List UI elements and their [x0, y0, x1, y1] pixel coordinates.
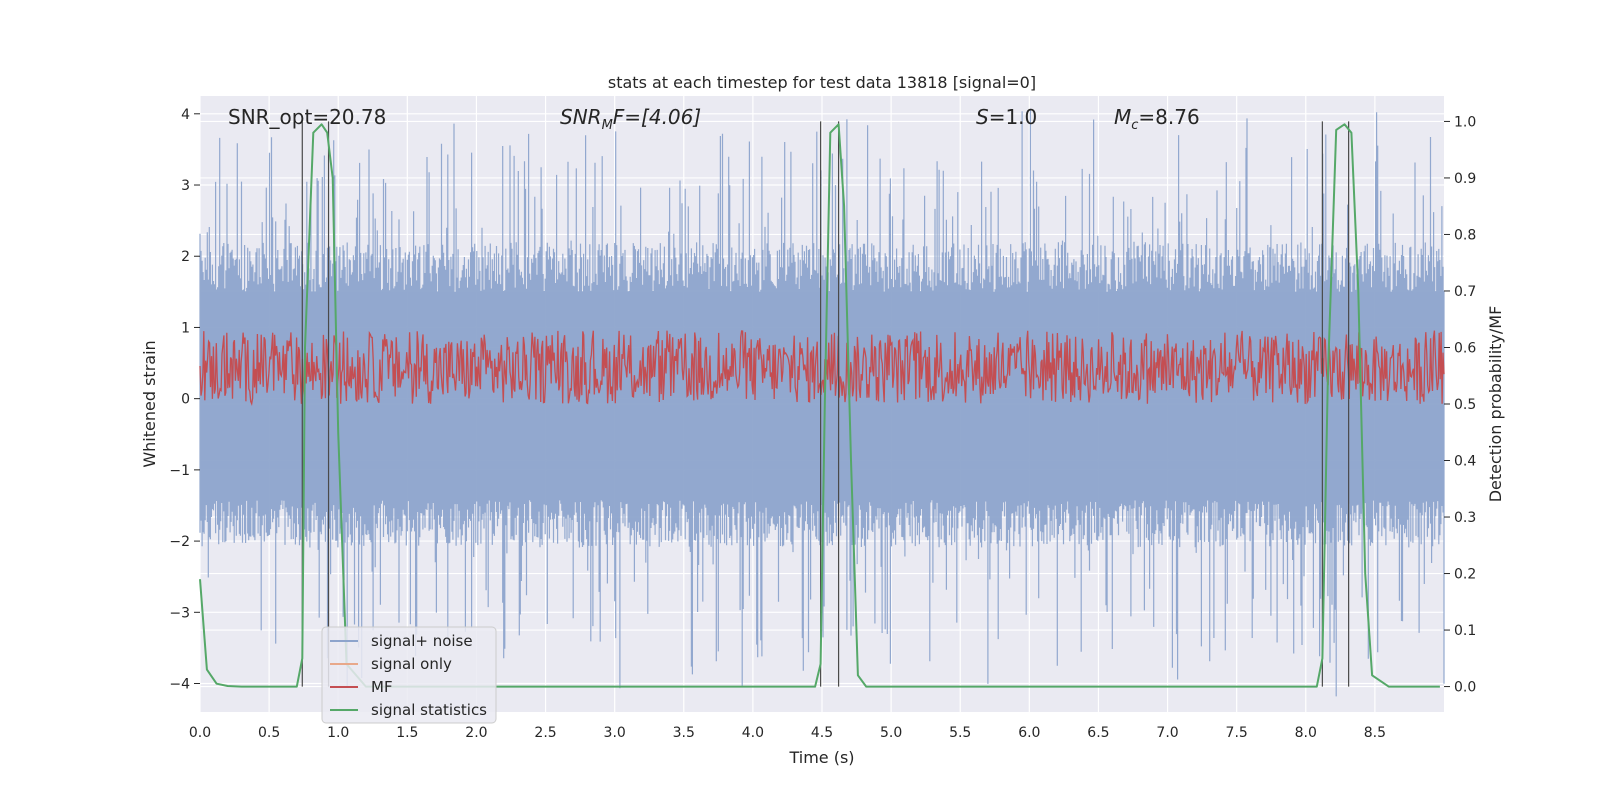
- x-tick-label: 0.5: [258, 725, 280, 741]
- x-axis-label: Time (s): [788, 748, 854, 767]
- x-tick-label: 6.0: [1018, 725, 1040, 741]
- y2-tick-label: 0.1: [1454, 623, 1476, 639]
- y2-tick-label: 0.8: [1454, 227, 1476, 243]
- y-tick-label: −3: [169, 605, 190, 621]
- y-tick-label: −2: [169, 534, 190, 550]
- y-axis-ticks: 4 3 2 1 0 −1 −2 −3 −4: [169, 107, 200, 693]
- y2-tick-label: 0.6: [1454, 340, 1476, 356]
- x-tick-label: 0.0: [189, 725, 211, 741]
- y-tick-label: −4: [169, 677, 190, 693]
- x-tick-label: 7.5: [1226, 725, 1248, 741]
- x-tick-label: 8.5: [1364, 725, 1386, 741]
- x-tick-label: 4.5: [811, 725, 833, 741]
- x-tick-label: 3.0: [604, 725, 626, 741]
- x-tick-label: 4.0: [742, 725, 764, 741]
- legend-label-signal-noise: signal+ noise: [371, 632, 473, 650]
- x-tick-label: 5.5: [949, 725, 971, 741]
- x-tick-label: 2.5: [534, 725, 556, 741]
- x-tick-label: 1.5: [396, 725, 418, 741]
- s-annotation: S=1.0: [976, 105, 1037, 129]
- x-tick-label: 1.0: [327, 725, 349, 741]
- y2-tick-label: 0.4: [1454, 454, 1476, 470]
- legend-label-signal-only: signal only: [371, 655, 452, 673]
- y2-tick-label: 0.2: [1454, 567, 1476, 583]
- legend-box: [321, 626, 497, 724]
- y-tick-label: 2: [181, 249, 190, 265]
- y2-tick-label: 0.3: [1454, 510, 1476, 526]
- legend-label-mf: MF: [371, 678, 393, 696]
- x-tick-label: 6.5: [1087, 725, 1109, 741]
- snr-opt-annotation: SNR_opt=20.78: [228, 105, 386, 129]
- mf-line: [199, 330, 1445, 406]
- y-tick-label: 1: [181, 320, 190, 336]
- x-tick-label: 5.0: [880, 725, 902, 741]
- y2-tick-label: 0.0: [1454, 680, 1476, 696]
- y2-tick-label: 0.7: [1454, 284, 1476, 300]
- signal-statistics-line: [199, 123, 1440, 688]
- y-tick-label: −1: [169, 463, 190, 479]
- snr-mf-annotation: SNRMF=[4.06]: [560, 105, 701, 133]
- signal-statistics-series: [199, 123, 1440, 688]
- x-axis-ticks: 0.0 0.5 1.0 1.5 2.0 2.5 3.0 3.5 4.0 4.5 5.0 5.5 6.0 6…: [189, 725, 1386, 741]
- y-axis-label: Whitened strain: [140, 340, 159, 467]
- legend-label-signal-statistics: signal statistics: [371, 701, 487, 719]
- mc-annotation: Mc=8.76: [1114, 105, 1200, 133]
- y2-tick-label: 0.9: [1454, 171, 1476, 187]
- x-tick-label: 8.0: [1295, 725, 1317, 741]
- mf-series: [199, 330, 1445, 406]
- y2-axis-ticks: 1.0 0.9 0.8 0.7 0.6 0.5 0.4 0.3 0.2 0.1 0.0: [1444, 114, 1476, 696]
- y-tick-label: 0: [181, 392, 190, 408]
- y2-axis-label: Detection probability/MF: [1486, 306, 1505, 503]
- x-tick-label: 2.0: [465, 725, 487, 741]
- x-tick-label: 3.5: [673, 725, 695, 741]
- y-tick-label: 3: [181, 178, 190, 194]
- y2-tick-label: 0.5: [1454, 397, 1476, 413]
- legend: signal+ noise signal only MF signal stat…: [321, 626, 497, 724]
- x-tick-label: 7.0: [1156, 725, 1178, 741]
- y2-tick-label: 1.0: [1454, 114, 1476, 130]
- y-tick-label: 4: [181, 107, 190, 123]
- chart-title: stats at each timestep for test data 138…: [608, 73, 1036, 92]
